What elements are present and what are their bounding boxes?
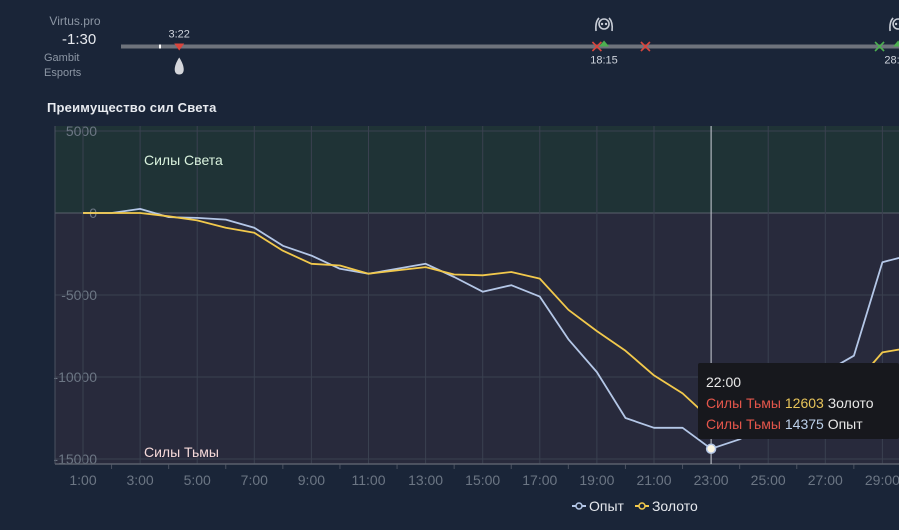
timeline-event-roshan[interactable]: 18:15 [590,17,618,67]
kill-cross-icon [591,41,602,52]
y-tick-label: -15000 [53,451,97,467]
x-tick-label: 1:00 [69,472,96,488]
first-blood-marker [174,43,185,51]
y-tick-label: -5000 [61,287,97,303]
roshan-icon-head [598,18,610,30]
x-tick-label: 19:00 [579,472,614,488]
timeline-event-kill[interactable] [874,41,885,52]
timeline-event-roshan[interactable]: 28:33 [884,17,899,67]
roshan-icon-horns [889,17,894,32]
legend-gold-label: Золото [651,498,698,514]
legend-xp-marker [572,502,586,510]
light-side-label: Силы Света [144,152,223,168]
x-tick-label: 23:00 [694,472,729,488]
tooltip-row-gold: Силы Тьмы 12603 Золото [706,393,899,414]
kill-cross-icon [874,41,885,52]
dark-side-label: Силы Тьмы [144,444,219,460]
y-tick-label: -10000 [53,369,97,385]
kill-cross-icon [640,41,651,52]
timeline-event-time: 28:33 [884,55,899,67]
chart-tooltip: 22:00 Силы Тьмы 12603 Золото Силы Тьмы 1… [698,363,899,439]
roshan-icon-eye [894,22,898,26]
match-time: -1:30 [62,31,97,48]
timeline-event-time: 3:22 [169,29,190,41]
timeline-event-kill[interactable] [591,41,602,52]
x-tick-label: 25:00 [751,472,786,488]
x-tick-label: 29:00 [865,472,899,488]
tooltip-xp-label: Опыт [827,416,863,432]
x-tick-label: 15:00 [465,472,500,488]
timeline-event-kill[interactable] [640,41,651,52]
team-bottom-name: Gambit Esports [44,52,82,79]
y-tick-label: 5000 [66,123,97,139]
roshan-marker [893,40,899,47]
legend-xp-label: Опыт [589,498,624,514]
timeline-event-first-blood[interactable]: 3:22 [169,29,190,75]
roshan-icon-eye [600,22,604,26]
legend-gold-marker [634,502,649,510]
tooltip-time: 22:00 [706,374,742,390]
tooltip-xp-side: Силы Тьмы [706,416,781,432]
x-tick-label: 17:00 [522,472,557,488]
tooltip-xp-value: 14375 [784,416,824,432]
roshan-icon-eye [604,22,608,26]
team-top-name: Virtus.pro [49,14,101,28]
x-tick-label: 21:00 [636,472,671,488]
x-tick-label: 5:00 [184,472,211,488]
tooltip-gold-label: Золото [827,395,874,411]
x-tick-label: 27:00 [808,472,843,488]
timeline-event-time: 18:15 [590,55,618,67]
roshan-icon-head [892,18,899,30]
chart-title: Преимущество сил Света [47,100,217,115]
tooltip-gold-side: Силы Тьмы [706,395,781,411]
x-tick-label: 3:00 [126,472,153,488]
legend-item-xp[interactable]: Опыт [571,498,624,514]
tooltip-row-xp: Силы Тьмы 14375 Опыт [706,414,899,435]
x-tick-label: 11:00 [352,472,386,488]
x-tick-label: 13:00 [408,472,443,488]
tooltip-gold-value: 12603 [784,395,824,411]
legend-item-gold[interactable]: Золото [634,498,698,514]
x-tick-label: 7:00 [241,472,268,488]
light-side-zone [55,126,899,213]
chart-legend: Опыт Золото [571,498,698,514]
roshan-icon-horns [595,17,614,32]
x-tick-label: 9:00 [298,472,325,488]
event-timeline: 3:22 18:15 28:33 [121,17,899,75]
roshan-marker [599,40,610,47]
blood-drop-icon [174,57,184,75]
hover-point-xp [705,443,717,454]
